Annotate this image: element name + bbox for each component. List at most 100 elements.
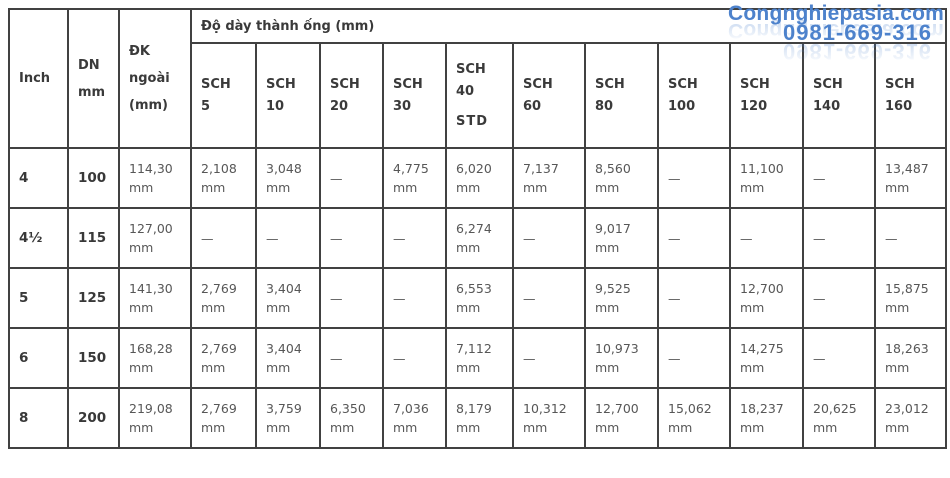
table-row: 8 200 219,08 mm 2,769 mm 3,759 mm 6,350 mm 7,036 mm… xyxy=(8,387,948,449)
cell-line: — xyxy=(393,350,406,366)
cell-sch-40-std: 6,020 mm xyxy=(445,147,514,209)
cell-line: mm xyxy=(740,360,765,375)
cell-sch-100: — xyxy=(657,327,731,389)
cell-line: — xyxy=(523,290,536,306)
cell-sch-20: 6,350 mm xyxy=(319,387,384,449)
cell-line: 125 xyxy=(78,289,107,306)
cell-line: 200 xyxy=(78,409,107,426)
cell-line: — xyxy=(330,230,343,246)
cell-line: — xyxy=(668,230,681,246)
cell-line: 6 xyxy=(19,349,29,366)
cell-line: 100 xyxy=(78,169,107,186)
cell-sch-60: — xyxy=(512,207,586,269)
cell-line: 15,062 xyxy=(668,401,712,416)
cell-inch: 5 xyxy=(8,267,69,329)
cell-line: 2,769 xyxy=(201,341,237,356)
cell-line: 6,274 xyxy=(456,221,492,236)
cell-line: mm xyxy=(266,180,291,195)
cell-line: — xyxy=(813,230,826,246)
col-header-sch-100: SCH 100 xyxy=(657,42,731,149)
cell-dn: 100 xyxy=(67,147,120,209)
cell-sch-160: 18,263 mm xyxy=(873,327,948,389)
cell-line: 114,30 xyxy=(129,161,173,176)
cell-line: mm xyxy=(595,300,620,315)
cell-line: 3,404 xyxy=(266,341,302,356)
cell-sch-5: — xyxy=(190,207,257,269)
cell-sch-20: — xyxy=(319,207,384,269)
cell-line: mm xyxy=(129,240,154,255)
cell-line: — xyxy=(266,230,279,246)
cell-sch-30: 7,036 mm xyxy=(382,387,447,449)
cell-line: 9,017 xyxy=(595,221,631,236)
cell-line: 4,775 xyxy=(393,161,429,176)
cell-line: 115 xyxy=(78,229,107,246)
header-sch-row: SCH 5 SCH 10 SCH 20 SCH 30 SCH 40 xyxy=(9,42,948,149)
col-header-sch-10: SCH 10 xyxy=(255,42,321,149)
col-header-od: ĐK ngoài (mm) xyxy=(118,8,192,149)
cell-line: mm xyxy=(595,240,620,255)
cell-line: — xyxy=(393,230,406,246)
cell-line: mm xyxy=(129,180,154,195)
cell-inch: 6 xyxy=(8,327,69,389)
cell-line: 18,263 xyxy=(885,341,929,356)
cell-sch-40-std: 7,112 mm xyxy=(445,327,514,389)
cell-line: mm xyxy=(595,420,620,435)
cell-line: mm xyxy=(201,360,226,375)
cell-line: — xyxy=(668,290,681,306)
cell-sch-160: — xyxy=(873,207,948,269)
group-header-wall-thickness: Độ dày thành ống (mm) xyxy=(189,8,948,44)
cell-line: 8,560 xyxy=(595,161,631,176)
header-group-row: Inch DN mm ĐK ngoài (mm) Độ dày thành ốn… xyxy=(8,8,948,149)
cell-line: mm xyxy=(885,180,910,195)
cell-line: mm xyxy=(523,180,548,195)
cell-line: mm xyxy=(813,420,838,435)
cell-line: mm xyxy=(201,420,226,435)
cell-line: 127,00 xyxy=(129,221,173,236)
cell-line: 5 xyxy=(19,289,29,306)
cell-line: 7,137 xyxy=(523,161,559,176)
cell-line: — xyxy=(813,170,826,186)
cell-line: mm xyxy=(885,420,910,435)
cell-line: mm xyxy=(595,360,620,375)
cell-sch-80: 9,525 mm xyxy=(584,267,659,329)
cell-line: mm xyxy=(393,420,418,435)
cell-line: 23,012 xyxy=(885,401,929,416)
col-header-sch-30: SCH 30 xyxy=(382,42,447,149)
cell-inch: 4½ xyxy=(8,207,69,269)
cell-od: 141,30 mm xyxy=(118,267,192,329)
cell-line: — xyxy=(813,290,826,306)
cell-sch-140: — xyxy=(802,207,876,269)
cell-line: 8,179 xyxy=(456,401,492,416)
cell-line: 3,048 xyxy=(266,161,302,176)
cell-line: mm xyxy=(266,420,291,435)
table-row: 4½ 115 127,00 mm — — — — 6,274 mm — 9,017 mm — — — — xyxy=(8,207,948,269)
cell-line: 6,553 xyxy=(456,281,492,296)
cell-line: 3,404 xyxy=(266,281,302,296)
cell-inch: 8 xyxy=(8,387,69,449)
cell-line: mm xyxy=(456,240,481,255)
cell-line: 3,759 xyxy=(266,401,302,416)
cell-sch-80: 12,700 mm xyxy=(584,387,659,449)
cell-line: mm xyxy=(595,180,620,195)
cell-sch-60: — xyxy=(512,327,586,389)
col-header-sch-80: SCH 80 xyxy=(584,42,659,149)
cell-line: — xyxy=(330,170,343,186)
cell-line: mm xyxy=(129,360,154,375)
table-row: 4 100 114,30 mm 2,108 mm 3,048 mm — 4,775 mm 6,020 m… xyxy=(8,147,948,209)
cell-sch-10: 3,048 mm xyxy=(255,147,321,209)
cell-line: 11,100 xyxy=(740,161,784,176)
col-header-inch: Inch xyxy=(8,8,69,149)
col-header-sch-5: SCH 5 xyxy=(190,42,257,149)
cell-line: 2,108 xyxy=(201,161,237,176)
cell-line: 14,275 xyxy=(740,341,784,356)
cell-sch-60: 10,312 mm xyxy=(512,387,586,449)
cell-sch-80: 8,560 mm xyxy=(584,147,659,209)
cell-sch-120: 12,700 mm xyxy=(729,267,804,329)
cell-line: mm xyxy=(456,300,481,315)
cell-sch-140: — xyxy=(802,267,876,329)
cell-line: 12,700 xyxy=(740,281,784,296)
cell-inch: 4 xyxy=(8,147,69,209)
cell-line: 8 xyxy=(19,409,29,426)
cell-line: mm xyxy=(740,420,765,435)
